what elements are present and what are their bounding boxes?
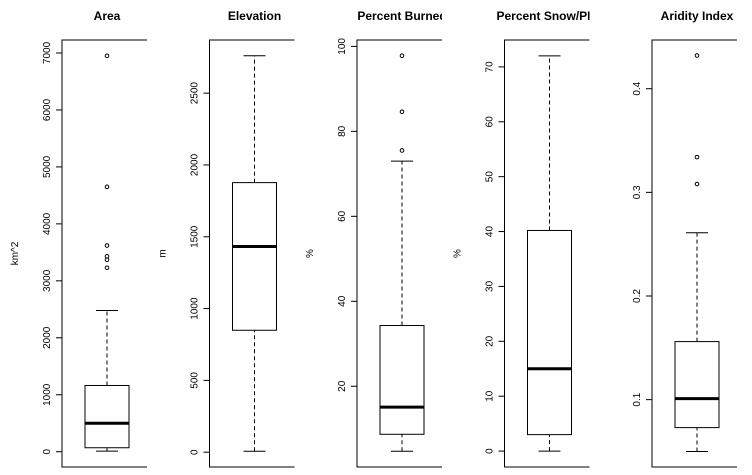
y-tick-label: 1500 bbox=[190, 225, 201, 248]
y-tick-label: 40 bbox=[485, 226, 496, 238]
y-tick-label: 40 bbox=[337, 295, 348, 307]
box bbox=[527, 229, 572, 436]
panel: Elevation m 0 500 1000 1500 2000 2500 bbox=[158, 9, 295, 468]
y-tick-label: 1000 bbox=[42, 383, 53, 406]
y-tick-label: 2500 bbox=[190, 82, 201, 105]
y-tick-label: 80 bbox=[337, 125, 348, 137]
panel-title: Percent Snow/PPT bbox=[496, 9, 603, 23]
y-tick-label: 0.4 bbox=[632, 81, 643, 95]
box bbox=[84, 384, 130, 449]
y-tick-label: 2000 bbox=[42, 326, 53, 349]
outlier bbox=[399, 148, 405, 153]
y-tick-label: 5000 bbox=[42, 155, 53, 178]
y-tick-label: 20 bbox=[337, 380, 348, 392]
outlier bbox=[104, 243, 110, 248]
plot-frame bbox=[651, 39, 737, 468]
panel-title: Elevation bbox=[228, 9, 281, 23]
y-axis-label: m bbox=[158, 249, 169, 257]
y-tick-label: 1000 bbox=[190, 297, 201, 320]
y-tick-label: 3000 bbox=[42, 269, 53, 292]
y-tick-label: 0 bbox=[485, 448, 496, 454]
y-tick-label: 20 bbox=[485, 335, 496, 347]
y-tick-label: 60 bbox=[485, 116, 496, 128]
panel-title: Area bbox=[94, 9, 121, 23]
y-tick-label: 60 bbox=[337, 210, 348, 222]
y-tick-label: 2000 bbox=[190, 153, 201, 176]
panel-title: Percent Burned bbox=[357, 9, 446, 23]
panel: Percent Burned% 20 40 60 80 100 bbox=[305, 9, 446, 468]
y-tick-label: 0.1 bbox=[632, 392, 643, 406]
y-tick-label: 4000 bbox=[42, 212, 53, 235]
plot-frame bbox=[209, 39, 295, 468]
outlier bbox=[694, 53, 700, 58]
y-axis-label: % bbox=[305, 249, 316, 258]
outlier bbox=[104, 184, 110, 190]
y-tick-label: 50 bbox=[485, 171, 496, 183]
y-tick-label: 6000 bbox=[42, 98, 53, 121]
y-tick-label: 30 bbox=[485, 280, 496, 292]
outlier bbox=[694, 181, 700, 187]
y-tick-label: 10 bbox=[485, 390, 496, 402]
outlier bbox=[104, 254, 110, 259]
box bbox=[379, 325, 425, 435]
plot-frame bbox=[356, 39, 442, 468]
panel-title: Aridity Index bbox=[661, 9, 734, 23]
y-tick-label: 500 bbox=[190, 372, 201, 389]
panel: Aridity Index 0.1 0.2 0.3 0.4 bbox=[632, 9, 737, 468]
box bbox=[232, 182, 277, 331]
y-tick-label: 0.3 bbox=[632, 185, 643, 199]
y-tick-label: 7000 bbox=[42, 41, 53, 64]
outlier bbox=[694, 154, 700, 160]
outlier bbox=[104, 265, 110, 271]
panel: Area km^2 0 1000 2000 3000 4000 5000 6000 7000 bbox=[10, 9, 147, 468]
y-tick-label: 70 bbox=[485, 61, 496, 73]
panel: Percent Snow/PPT% 0 10 20 30 40 50 60 70 bbox=[453, 9, 603, 468]
y-tick-label: 0 bbox=[42, 449, 53, 455]
outlier bbox=[399, 109, 405, 115]
y-tick-label: 100 bbox=[337, 38, 348, 55]
y-axis-label: % bbox=[453, 249, 464, 258]
y-tick-label: 0 bbox=[190, 449, 201, 455]
outlier bbox=[104, 53, 110, 59]
plot-frame bbox=[504, 39, 590, 468]
outlier bbox=[399, 53, 405, 59]
y-axis-label: km^2 bbox=[10, 241, 21, 265]
plot-frame bbox=[61, 39, 147, 468]
box bbox=[674, 341, 720, 429]
y-tick-label: 0.2 bbox=[632, 289, 643, 303]
